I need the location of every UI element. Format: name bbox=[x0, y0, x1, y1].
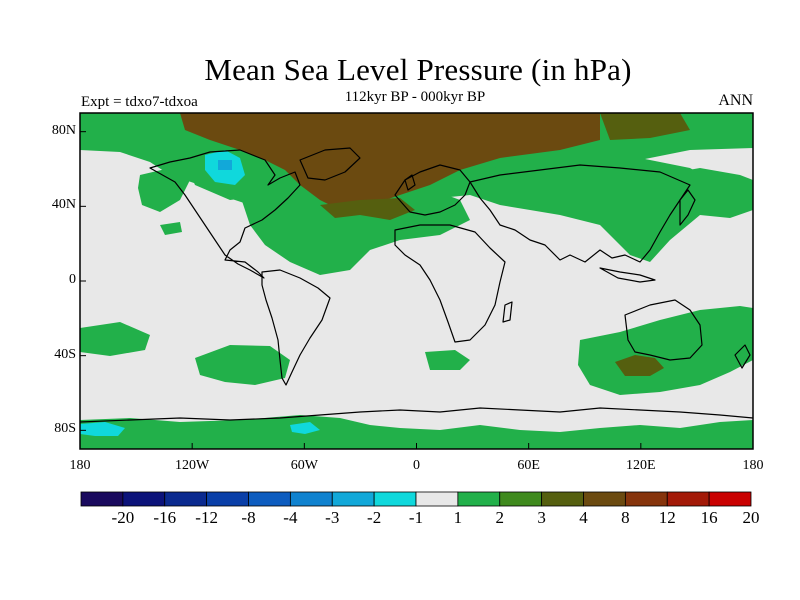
longitude-label: 120W bbox=[175, 458, 210, 473]
south-pacific-green bbox=[80, 322, 150, 356]
colorbar-swatch bbox=[541, 491, 584, 507]
antarctic-green-band bbox=[80, 415, 753, 449]
latitude-label: 40N bbox=[51, 197, 76, 213]
latitude-label: 40S bbox=[54, 346, 76, 362]
latitude-label: 80N bbox=[51, 122, 76, 138]
arctic-olive-east bbox=[600, 113, 690, 140]
uk-coast bbox=[404, 174, 416, 191]
antarctic-negative-west bbox=[80, 422, 125, 436]
colorbar-label: 16 bbox=[700, 508, 718, 527]
colorbar-label: 4 bbox=[579, 508, 588, 527]
longitude-label: 180 bbox=[69, 458, 91, 473]
colorbar-label: -2 bbox=[367, 508, 382, 527]
colorbar-label: 12 bbox=[658, 508, 676, 527]
latitude-label: 0 bbox=[69, 272, 76, 287]
australia-coast bbox=[624, 299, 703, 361]
longitude-label: 60W bbox=[290, 458, 318, 473]
longitude-label: 0 bbox=[413, 458, 420, 473]
asia-coast bbox=[469, 164, 691, 263]
colorbar-swatch bbox=[80, 491, 124, 507]
longitude-label: 120E bbox=[626, 458, 656, 473]
colorbar-swatch bbox=[289, 491, 333, 507]
colorbar-label: 3 bbox=[537, 508, 546, 527]
anomaly-negative-regions bbox=[80, 150, 320, 436]
latitude-label: 80S bbox=[54, 421, 76, 437]
coastlines bbox=[80, 147, 753, 423]
north-pacific-green-west bbox=[138, 168, 190, 212]
colorbar-label: -20 bbox=[111, 508, 135, 527]
latitude-ticks bbox=[80, 131, 86, 431]
colorbar-swatch bbox=[666, 491, 710, 507]
longitude-label: 180 bbox=[742, 458, 764, 473]
colorbar-swatch bbox=[122, 491, 166, 507]
anomaly-3-8-regions bbox=[180, 113, 690, 376]
colorbar-label: 20 bbox=[742, 508, 760, 527]
colorbar-label: 1 bbox=[453, 508, 463, 527]
colorbar-swatch bbox=[415, 491, 459, 507]
colorbar-label: 8 bbox=[621, 508, 630, 527]
colorbar-label: -1 bbox=[408, 508, 424, 527]
pressure-map bbox=[79, 112, 754, 450]
greenland-coast bbox=[299, 147, 361, 181]
colorbar-label: 2 bbox=[495, 508, 505, 527]
europe-coast bbox=[394, 164, 471, 216]
colorbar-swatch bbox=[583, 491, 626, 507]
antarctica-coast bbox=[80, 407, 753, 423]
colorbar-swatch bbox=[457, 491, 501, 507]
colorbar-label: -12 bbox=[195, 508, 218, 527]
map-subtitle: 112kyr BP - 000kyr BP bbox=[344, 89, 486, 105]
north-america-coast bbox=[149, 149, 301, 279]
australia-olive bbox=[615, 355, 664, 376]
colorbar-swatch bbox=[499, 491, 543, 507]
colorbar-label: -8 bbox=[241, 508, 256, 527]
colorbar-swatch bbox=[373, 491, 417, 507]
season-label: ANN bbox=[718, 92, 753, 109]
colorbar-swatch bbox=[206, 491, 249, 507]
longitude-label: 60E bbox=[517, 458, 540, 473]
central-pacific-green bbox=[160, 222, 182, 235]
colorbar-swatch bbox=[248, 491, 291, 507]
arctic-brown bbox=[180, 113, 600, 210]
south-atlantic-green bbox=[425, 350, 470, 370]
map-title: Mean Sea Level Pressure (in hPa) bbox=[204, 52, 632, 87]
colorbar-label: -16 bbox=[153, 508, 177, 527]
colorbar-swatch bbox=[624, 491, 668, 507]
longitude-ticks bbox=[79, 443, 754, 449]
colorbar-swatch bbox=[164, 491, 208, 507]
antarctic-negative-center bbox=[290, 422, 320, 434]
north-atlantic-green bbox=[240, 178, 470, 275]
hudson-negative-core bbox=[218, 160, 232, 170]
africa-coast bbox=[394, 224, 506, 343]
experiment-label: Expt = tdxo7-tdxoa bbox=[81, 94, 198, 110]
colorbar-label: -3 bbox=[325, 508, 340, 527]
colorbar-swatch bbox=[708, 491, 752, 507]
south-america-green bbox=[195, 345, 290, 385]
north-atlantic-olive bbox=[320, 198, 415, 220]
australia-green bbox=[578, 306, 753, 395]
colorbar bbox=[80, 491, 752, 507]
new-zealand-coast bbox=[734, 344, 751, 369]
north-pacific-green-east bbox=[660, 168, 753, 218]
colorbar-label: -4 bbox=[283, 508, 298, 527]
south-america-coast bbox=[261, 269, 331, 386]
indonesia-coast bbox=[599, 267, 656, 283]
madagascar-coast bbox=[502, 301, 513, 323]
colorbar-swatch bbox=[331, 491, 375, 507]
japan-coast bbox=[679, 189, 696, 226]
